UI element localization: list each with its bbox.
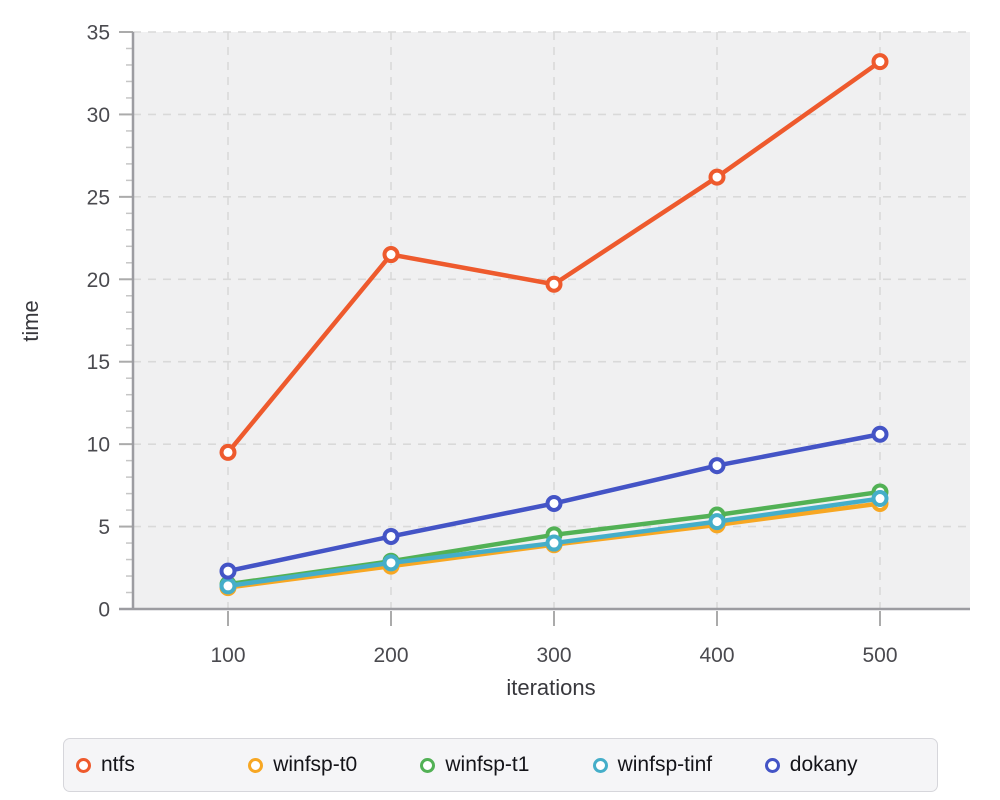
y-tick-label: 20 [87,269,110,292]
x-tick-label: 100 [210,644,245,667]
data-point-ntfs [871,53,889,71]
legend-label: ntfs [101,753,135,776]
data-point-winfsp-tinf [219,577,237,595]
y-tick-label: 25 [87,186,110,209]
data-point-dokany [219,562,237,580]
x-tick-label: 500 [862,644,897,667]
legend-label: winfsp-tinf [617,753,713,776]
data-point-ntfs [545,275,563,293]
legend: ntfs winfsp-t0 winfsp-t1 winfsp-tinf dokany [63,738,938,792]
y-tick-label: 5 [98,516,110,539]
x-tick-label: 400 [699,644,734,667]
data-point-winfsp-tinf [382,554,400,572]
legend-item-winfsp-t1: winfsp-t1 [420,753,592,777]
y-tick-label: 0 [98,599,110,622]
data-point-ntfs [219,443,237,461]
y-axis-title: time [18,300,43,342]
legend-marker-winfsp-t0-icon [248,757,264,773]
data-point-ntfs [708,168,726,186]
line-chart: 0 5 10 15 20 25 30 35 100 200 300 400 500 time itera… [18,22,970,700]
legend-marker-ntfs-icon [76,757,91,773]
data-point-dokany [545,494,563,512]
legend-marker-winfsp-tinf-icon [592,757,608,773]
legend-label: winfsp-t1 [445,753,530,776]
data-point-winfsp-tinf [708,513,726,531]
x-axis-title: iterations [506,675,595,700]
data-point-winfsp-tinf [871,490,889,508]
legend-label: winfsp-t0 [273,753,358,776]
y-tick-label: 35 [87,22,110,45]
y-tick-label: 10 [87,434,110,457]
data-point-dokany [382,527,400,545]
data-point-dokany [871,425,889,443]
x-tick-label: 200 [373,644,408,667]
legend-label: dokany [789,753,858,776]
legend-marker-winfsp-t1-icon [420,757,436,773]
legend-item-winfsp-tinf: winfsp-tinf [592,753,765,777]
data-point-dokany [708,457,726,475]
data-point-winfsp-tinf [545,534,563,552]
plot-area [133,32,970,609]
x-tick-label: 300 [536,644,571,667]
y-tick-label: 15 [87,351,110,374]
legend-marker-dokany-icon [764,757,780,773]
legend-item-winfsp-t0: winfsp-t0 [248,753,420,777]
legend-item-dokany: dokany [764,753,937,777]
data-point-ntfs [382,246,400,264]
y-tick-label: 30 [87,104,110,127]
legend-item-ntfs: ntfs [76,753,248,777]
